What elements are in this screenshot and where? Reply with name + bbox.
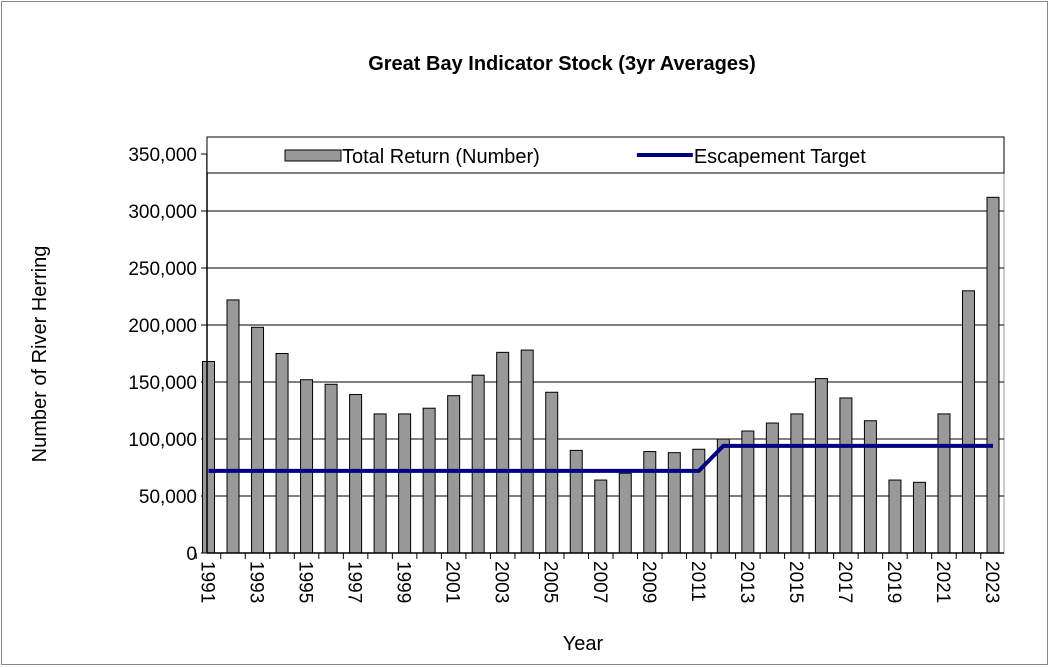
bar [741,430,755,554]
legend-label: Escapement Target [694,146,866,168]
x-tick-label: 1997 [344,561,365,603]
y-tick-label: 200,000 [128,316,197,337]
bar [447,395,461,554]
bar [937,413,951,554]
bar [912,481,926,554]
bar [790,413,804,554]
x-tick-label: 2015 [785,561,806,603]
bar [226,299,240,554]
x-tick-label: 2001 [442,561,463,603]
bar [300,379,314,554]
legend-swatch [284,149,342,162]
x-tick-label: 1995 [295,561,316,603]
bar [814,378,828,554]
x-tick-label: 2023 [981,561,1002,603]
x-tick-label: 2003 [491,561,512,603]
bar [520,349,534,554]
x-tick-label: 1993 [246,561,267,603]
bar [471,374,485,554]
bar [667,452,681,554]
x-tick-label: 2005 [540,561,561,603]
bar [716,438,730,554]
y-tick-label: 100,000 [128,430,197,451]
chart-title: Great Bay Indicator Stock (3yr Averages) [368,53,756,75]
y-tick-label: 0 [186,544,197,565]
legend-label: Total Return (Number) [342,146,540,168]
bar [349,394,363,554]
x-tick-label: 2011 [687,561,708,602]
y-tick-label: 350,000 [128,145,197,166]
x-axis-label: Year [563,633,604,655]
bar [863,420,877,554]
bar [324,383,338,554]
bar [839,397,853,554]
bar [275,353,289,554]
bar [569,449,583,554]
y-tick-label: 300,000 [128,202,197,223]
bar [202,360,215,554]
x-tick-label: 1999 [393,561,414,603]
bar [961,290,975,554]
bar [888,479,902,554]
y-tick-label: 150,000 [128,373,197,394]
x-tick-label: 2013 [736,561,757,603]
y-tick-label: 250,000 [128,259,197,280]
y-axis-label: Number of River Herring [29,246,51,463]
bar [986,196,1000,554]
bar [496,351,510,554]
y-tick-label: 50,000 [139,487,197,508]
x-tick-label: 2017 [834,561,855,603]
bar [251,326,265,554]
x-tick-label: 1991 [197,561,218,603]
x-tick-label: 2019 [883,561,904,603]
x-tick-label: 2009 [638,561,659,603]
bar [765,422,779,554]
bar [594,479,608,554]
bar [398,413,412,554]
x-tick-label: 2021 [932,561,953,603]
bar [643,451,657,554]
bar [618,472,632,554]
bar [373,413,387,554]
x-tick-label: 2007 [589,561,610,603]
bar [422,407,436,554]
line-series [208,443,993,473]
